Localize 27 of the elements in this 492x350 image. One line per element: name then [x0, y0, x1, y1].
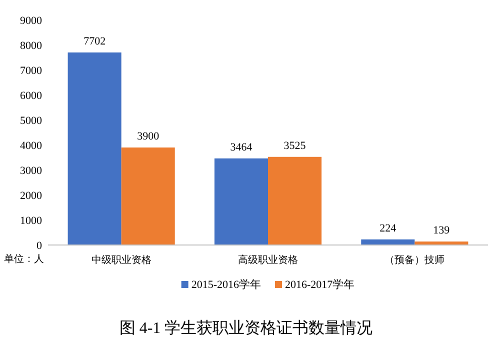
y-tick-label: 2000 [20, 190, 42, 202]
bar [121, 148, 175, 245]
bar [268, 156, 322, 245]
bar [214, 158, 268, 245]
text: 图 4-1 学生获职业资格证书数量情况 [119, 319, 373, 337]
y-tick-label: 9000 [20, 15, 42, 27]
data-label: 3525 [284, 140, 306, 152]
data-label: 3464 [230, 141, 253, 154]
legend-label: 2016-2017学年 [285, 279, 355, 291]
y-tick-label: 0 [36, 240, 42, 252]
data-label: 224 [380, 222, 397, 234]
bar [68, 52, 122, 245]
x-tick-label: 中级职业资格 [91, 254, 152, 266]
x-tick-label: 高级职业资格 [238, 254, 298, 266]
legend-label: 2015-2016学年 [191, 279, 261, 291]
y-tick-label: 4000 [20, 140, 42, 152]
y-tick-label: 1000 [20, 215, 42, 227]
x-tick-label: （预备）技师 [384, 254, 445, 266]
y-tick-label: 3000 [20, 165, 42, 177]
text: 单位：人 [4, 253, 44, 265]
data-label: 139 [433, 224, 450, 237]
data-label: 7702 [84, 35, 106, 48]
data-label: 3900 [137, 130, 160, 142]
y-tick-label: 6000 [20, 90, 42, 102]
y-tick-label: 8000 [20, 40, 42, 52]
y-tick-label: 5000 [20, 115, 42, 127]
y-tick-label: 7000 [20, 65, 42, 77]
